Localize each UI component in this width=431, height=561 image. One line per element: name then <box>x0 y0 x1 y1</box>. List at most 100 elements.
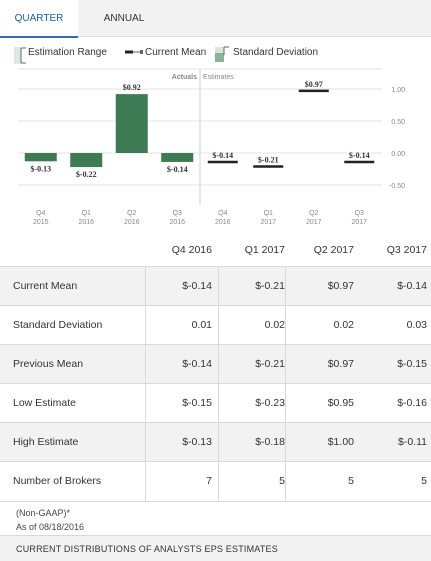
row-label: Current Mean <box>13 280 78 292</box>
non-gaap-note: (Non-GAAP)* <box>16 508 71 518</box>
footnote: (Non-GAAP)* As of 08/18/2016 <box>0 501 431 534</box>
table-cell: $0.97 <box>327 358 354 370</box>
estimate-value-label: $-0.14 <box>212 151 233 160</box>
column-header: Q4 2016 <box>171 244 212 256</box>
current-distributions-section[interactable]: CURRENT DISTRIBUTIONS OF ANALYSTS EPS ES… <box>0 535 431 561</box>
legend-estimation-range: Estimation Range <box>28 47 107 58</box>
table-cell: 7 <box>206 475 212 487</box>
actuals-label: Actuals <box>172 74 197 81</box>
actual-bar <box>24 153 57 162</box>
cell-divider <box>285 306 286 345</box>
x-tick-year: 2015 <box>33 219 49 226</box>
x-tick-year: 2016 <box>215 219 231 226</box>
x-tick-quarter: Q3 <box>355 210 364 217</box>
cell-divider <box>218 384 219 423</box>
table-cell: 5 <box>421 475 427 487</box>
table-cell: 0.02 <box>264 319 285 331</box>
cell-divider <box>218 306 219 345</box>
cell-divider <box>285 462 286 501</box>
table-cell: $0.95 <box>327 397 354 409</box>
y-tick-label: 0.00 <box>391 151 405 158</box>
cell-divider <box>285 423 286 462</box>
table-cell: $-0.21 <box>255 358 285 370</box>
column-header: Q2 2017 <box>313 244 354 256</box>
x-tick-year: 2017 <box>351 219 367 226</box>
estimation-range-legend-icon <box>14 47 26 64</box>
section-title: CURRENT DISTRIBUTIONS OF ANALYSTS EPS ES… <box>16 544 278 554</box>
estimate-value-label: $0.97 <box>305 80 323 89</box>
row-label: Previous Mean <box>13 358 84 370</box>
cell-divider <box>145 345 146 384</box>
x-tick-quarter: Q3 <box>173 210 182 217</box>
table-row: Number of Brokers 7 5 5 5 <box>0 461 431 501</box>
x-tick-quarter: Q1 <box>82 210 91 217</box>
x-tick-year: 2016 <box>78 219 94 226</box>
cell-divider <box>145 462 146 501</box>
cell-divider <box>218 423 219 462</box>
y-tick-label: 1.00 <box>391 87 405 94</box>
table-row: Previous Mean $-0.14 $-0.21 $0.97 $-0.15 <box>0 344 431 384</box>
cell-divider <box>285 267 286 306</box>
estimates-label: Estimates <box>203 74 234 81</box>
table-cell: $-0.15 <box>397 358 427 370</box>
table-cell: $-0.11 <box>398 436 427 448</box>
cell-divider <box>285 345 286 384</box>
standard-deviation-legend-icon <box>215 46 229 62</box>
x-tick-year: 2016 <box>124 219 140 226</box>
column-header: Q1 2017 <box>244 244 285 256</box>
estimate-value-label: $-0.21 <box>258 155 279 164</box>
table-cell: $-0.21 <box>255 280 285 292</box>
cell-divider <box>145 384 146 423</box>
cell-divider <box>218 462 219 501</box>
actual-value-label: $-0.13 <box>30 164 51 173</box>
table-cell: $0.97 <box>327 280 354 292</box>
actual-value-label: $-0.14 <box>167 165 188 174</box>
cell-divider <box>145 423 146 462</box>
x-tick-quarter: Q2 <box>127 210 136 217</box>
cell-divider <box>285 384 286 423</box>
table-cell: $-0.13 <box>182 436 212 448</box>
x-tick-year: 2017 <box>260 219 276 226</box>
table-cell: 5 <box>279 475 285 487</box>
x-tick-year: 2016 <box>169 219 185 226</box>
x-tick-quarter: Q4 <box>36 210 45 217</box>
period-tabs: QUARTER ANNUAL <box>0 0 431 38</box>
column-header: Q3 2017 <box>386 244 427 256</box>
row-label: High Estimate <box>13 436 79 448</box>
eps-estimates-chart: Estimation Range Current Mean Standard D… <box>0 37 431 237</box>
plot-area: 1.00 0.50 0.00 -0.50 Actuals Estimates $-0.13 $… <box>18 68 405 226</box>
y-tick-label: -0.50 <box>389 183 405 190</box>
cell-divider <box>218 267 219 306</box>
legend-current-mean: Current Mean <box>145 47 206 58</box>
current-mean-legend-icon <box>125 50 143 54</box>
as-of-date: As of 08/18/2016 <box>16 522 85 532</box>
table-cell: $-0.15 <box>182 397 212 409</box>
cell-divider <box>145 306 146 345</box>
table-cell: 0.03 <box>406 319 427 331</box>
tab-annual[interactable]: ANNUAL <box>103 13 145 24</box>
table-cell: $-0.14 <box>182 280 212 292</box>
table-cell: $-0.16 <box>397 397 427 409</box>
actual-value-label: $-0.22 <box>76 170 97 179</box>
cell-divider <box>145 267 146 306</box>
row-label: Number of Brokers <box>13 475 102 487</box>
table-row: High Estimate $-0.13 $-0.18 $1.00 $-0.11 <box>0 422 431 462</box>
actual-bar <box>161 153 194 162</box>
table-cell: $-0.18 <box>255 436 285 448</box>
cell-divider <box>218 345 219 384</box>
y-tick-label: 0.50 <box>391 119 405 126</box>
table-row: Current Mean $-0.14 $-0.21 $0.97 $-0.14 <box>0 266 431 306</box>
tab-quarter[interactable]: QUARTER <box>0 0 78 38</box>
table-cell: $1.00 <box>327 436 354 448</box>
table-cell: 5 <box>348 475 354 487</box>
row-label: Standard Deviation <box>13 319 103 331</box>
table-header: Q4 2016 Q1 2017 Q2 2017 Q3 2017 <box>0 238 431 266</box>
actual-bar <box>70 153 103 168</box>
table-cell: 0.02 <box>333 319 354 331</box>
table-cell: $-0.23 <box>255 397 285 409</box>
x-tick-quarter: Q2 <box>309 210 318 217</box>
chart-svg: Estimation Range Current Mean Standard D… <box>14 46 405 226</box>
legend-standard-deviation: Standard Deviation <box>233 47 318 58</box>
actual-value-label: $0.92 <box>123 83 141 92</box>
x-tick-year: 2017 <box>306 219 322 226</box>
